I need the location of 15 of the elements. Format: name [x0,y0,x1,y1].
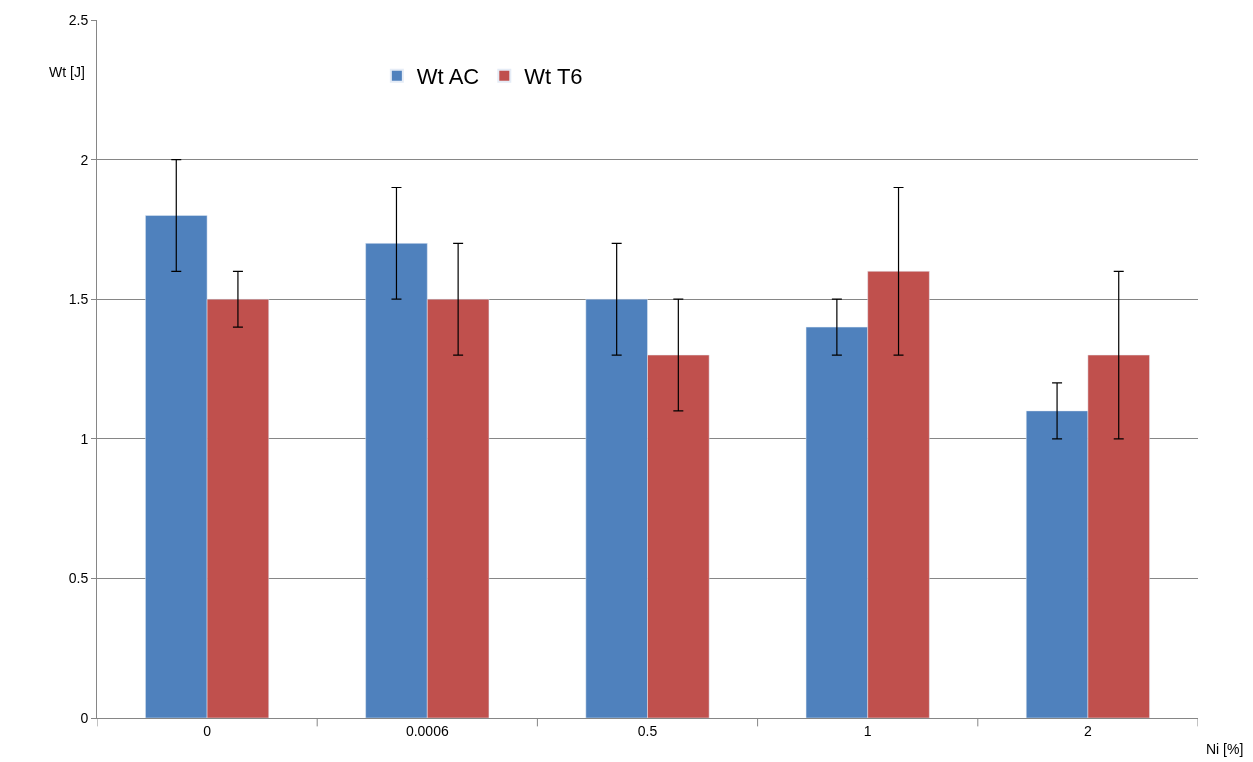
y-tick-label: 0.5 [68,570,89,587]
x-tick-label: 0.0006 [405,722,449,739]
x-tick-label: 0.5 [637,722,658,739]
x-tick-label: 1 [863,722,872,739]
y-tick-label: 1 [80,430,89,447]
x-tick-label: 0 [203,722,212,739]
y-tick-label: 1.5 [68,291,89,308]
x-axis-title: Ni [%] [1206,741,1244,757]
y-tick-label: 0 [80,709,89,726]
y-tick-label: 2.5 [68,11,89,28]
legend-label: Wt AC [416,64,480,90]
y-tick-label: 2 [80,151,89,168]
legend-label: Wt T6 [524,64,583,90]
y-axis-title: Wt [J] [49,64,85,80]
x-tick-label: 2 [1084,722,1092,739]
